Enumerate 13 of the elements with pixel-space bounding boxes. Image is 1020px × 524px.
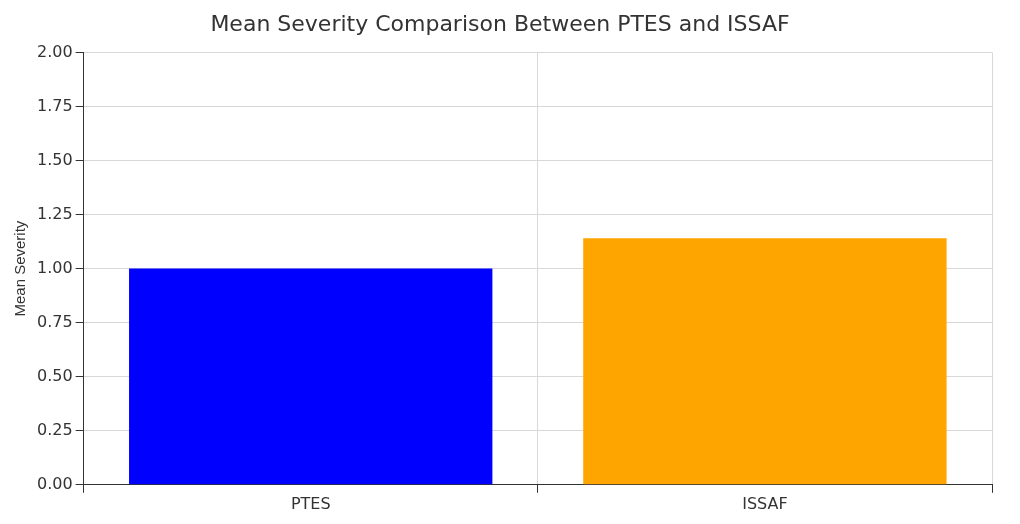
y-tick-label: 1.50: [37, 149, 73, 169]
x-tick-label: ISSAF: [742, 493, 788, 513]
y-axis-title: Mean Severity: [11, 220, 29, 317]
y-tick-label: 0.50: [37, 365, 73, 385]
y-tick-label: 1.75: [37, 95, 73, 115]
y-tick-label: 0.75: [37, 311, 73, 331]
chart-title: Mean Severity Comparison Between PTES and ISSAF: [210, 10, 790, 36]
y-tick-label: 1.25: [37, 203, 73, 223]
y-tick-label: 1.00: [37, 257, 73, 277]
x-tick-label: PTES: [290, 493, 331, 513]
y-tick-label: 0.25: [37, 419, 73, 439]
y-tick-label: 2.00: [37, 41, 73, 61]
y-tick-label: 0.00: [37, 473, 73, 493]
